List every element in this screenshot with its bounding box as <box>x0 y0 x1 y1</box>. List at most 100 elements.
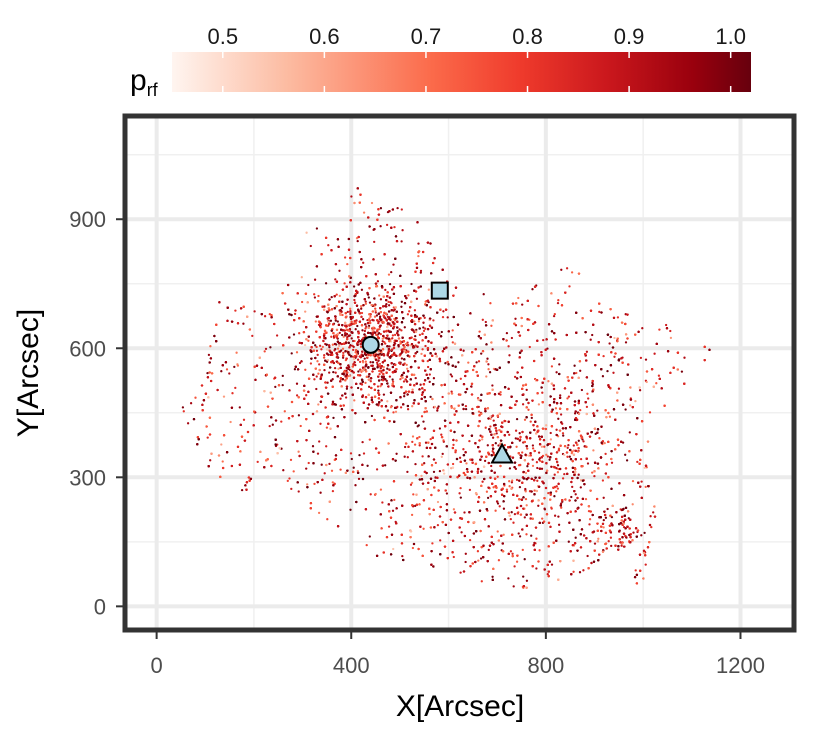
data-point <box>643 466 646 470</box>
data-point <box>540 445 544 448</box>
data-point <box>343 282 346 285</box>
data-point <box>293 368 297 371</box>
data-point <box>349 307 352 310</box>
data-point <box>288 477 291 480</box>
data-point <box>460 531 463 534</box>
data-point <box>358 360 362 364</box>
data-point <box>617 387 621 390</box>
data-point <box>432 470 436 474</box>
data-point <box>342 335 345 338</box>
data-point <box>206 371 209 375</box>
data-point <box>464 560 467 564</box>
data-point <box>490 464 493 468</box>
data-point <box>313 378 316 381</box>
data-point <box>392 547 395 551</box>
data-point <box>323 472 326 475</box>
data-point <box>438 427 442 430</box>
data-point <box>336 347 340 350</box>
data-point <box>242 418 246 421</box>
data-point <box>377 332 381 335</box>
data-point <box>476 550 480 553</box>
data-point <box>320 463 323 466</box>
data-point <box>579 408 582 412</box>
data-point <box>386 367 389 370</box>
data-point <box>622 525 626 529</box>
data-point <box>459 496 462 499</box>
data-point <box>373 315 377 318</box>
data-point <box>443 472 446 475</box>
data-point <box>514 324 518 327</box>
data-point <box>400 300 403 303</box>
data-point <box>306 483 309 486</box>
data-point <box>559 502 563 505</box>
data-point <box>300 300 304 304</box>
data-point <box>361 329 364 332</box>
data-point <box>345 387 349 390</box>
data-point <box>588 518 592 521</box>
data-point <box>364 300 367 303</box>
data-point <box>610 515 614 519</box>
data-point <box>444 362 447 365</box>
data-point <box>577 473 580 476</box>
data-point <box>604 516 608 519</box>
data-point <box>343 256 347 259</box>
data-point <box>517 532 520 535</box>
data-point <box>307 339 310 342</box>
data-point <box>515 417 519 421</box>
data-point <box>206 436 209 439</box>
data-point <box>275 334 279 337</box>
data-point <box>189 402 193 405</box>
data-point <box>338 331 341 335</box>
data-point <box>338 344 341 348</box>
data-point <box>439 539 442 542</box>
data-point <box>530 534 533 537</box>
data-point <box>462 448 465 451</box>
data-point <box>541 517 544 520</box>
plot-panel <box>122 113 797 633</box>
data-point <box>251 334 254 338</box>
data-point <box>561 477 565 480</box>
data-point <box>440 433 443 436</box>
gridlines <box>125 116 794 630</box>
data-point <box>575 371 578 375</box>
data-point <box>525 579 529 582</box>
data-point <box>462 349 465 352</box>
data-point <box>326 518 329 521</box>
data-point <box>263 350 266 353</box>
data-point <box>342 351 345 355</box>
data-point <box>281 383 284 387</box>
data-point <box>598 310 601 314</box>
data-point <box>330 469 334 472</box>
data-point <box>514 429 518 432</box>
data-point <box>413 309 417 312</box>
data-point <box>314 344 317 347</box>
data-point <box>533 489 536 492</box>
data-point <box>518 535 522 538</box>
data-point <box>540 467 544 470</box>
data-point <box>556 471 560 474</box>
data-point <box>468 439 471 443</box>
data-point <box>364 381 367 385</box>
data-point <box>548 442 552 446</box>
data-point <box>480 352 483 355</box>
data-point <box>608 415 612 418</box>
data-point <box>479 434 482 437</box>
data-point <box>311 445 315 448</box>
data-point <box>452 555 455 559</box>
data-point <box>240 488 244 492</box>
data-point <box>525 533 528 536</box>
data-point <box>295 382 299 385</box>
data-point <box>491 348 494 351</box>
data-point <box>387 304 391 307</box>
data-point <box>318 344 322 347</box>
data-point <box>574 536 577 539</box>
data-point <box>384 464 387 467</box>
data-point <box>573 364 576 367</box>
data-point <box>652 511 655 514</box>
data-point <box>264 347 268 351</box>
data-point <box>381 337 384 340</box>
data-point <box>488 371 492 374</box>
data-point <box>535 537 538 540</box>
data-point <box>376 280 380 283</box>
data-point <box>631 503 634 506</box>
